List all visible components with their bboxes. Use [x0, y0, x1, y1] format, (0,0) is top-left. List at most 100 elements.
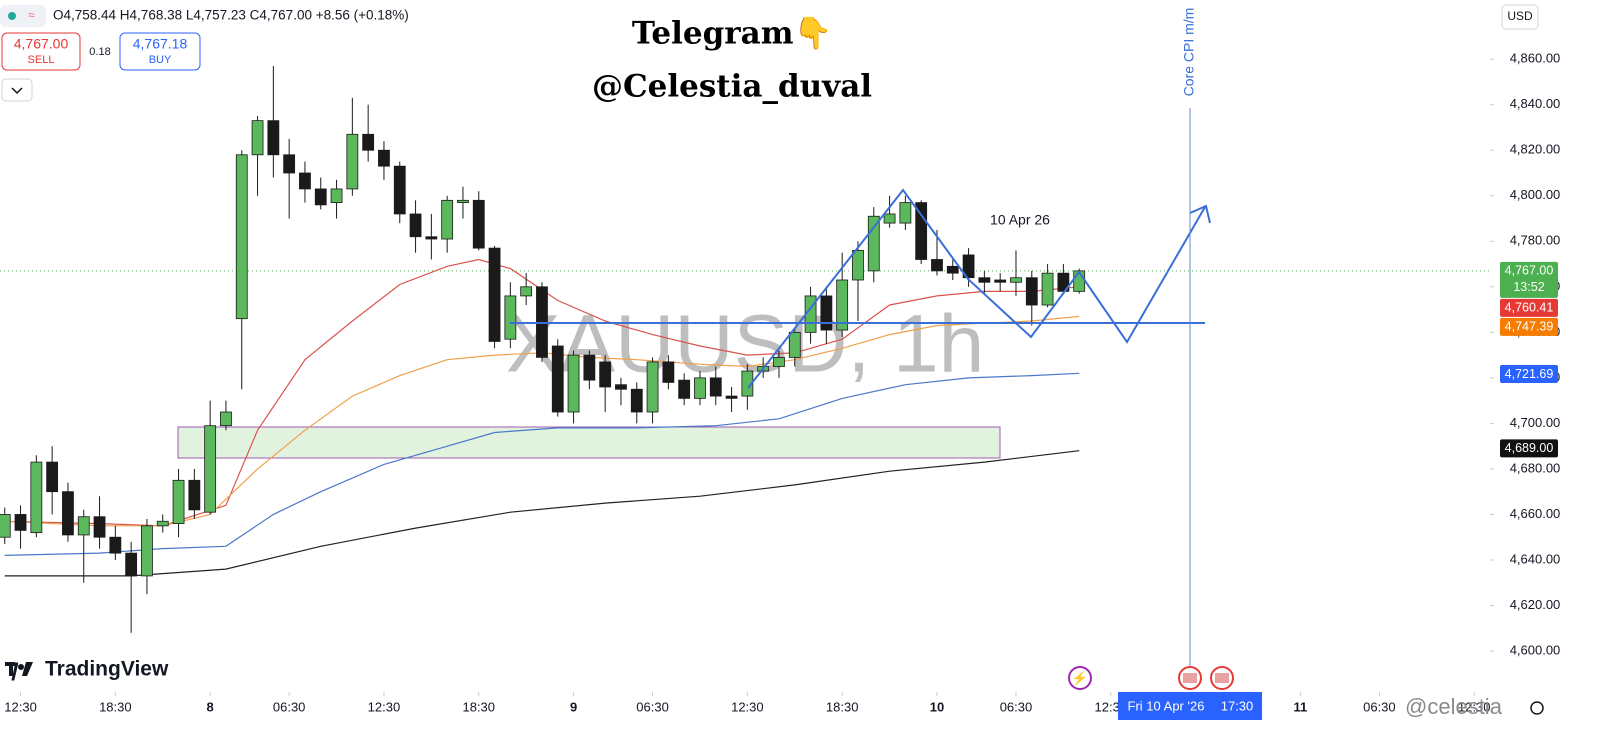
candle-body — [741, 370, 754, 397]
candle-body — [931, 259, 943, 272]
currency-button[interactable] — [1501, 4, 1539, 30]
price-tag-label: 4,721.69 — [1505, 367, 1554, 381]
status-icon: ≈ — [28, 8, 35, 22]
candle-body — [852, 249, 864, 281]
candle-body — [346, 133, 359, 190]
candle-body — [330, 188, 343, 203]
crosshair-badge — [1118, 692, 1262, 720]
moving-average — [4, 372, 1080, 556]
candle-body — [978, 277, 991, 283]
candle-body — [46, 461, 59, 493]
candle-body — [393, 165, 406, 215]
buy-label: BUY — [149, 54, 172, 66]
candle-body — [1025, 277, 1038, 306]
candle-body — [220, 411, 232, 427]
candle-body — [773, 356, 785, 367]
candle-body — [504, 295, 517, 340]
candle-body — [836, 279, 849, 331]
candle-body — [409, 213, 422, 238]
event-icon-glyph: ⚡ — [1072, 670, 1088, 686]
candle-body — [630, 388, 643, 413]
candle-body — [615, 384, 627, 390]
ohlc-header: O4,758.44 H4,768.38 L4,757.23 C4,767.00 … — [53, 8, 409, 23]
candle-body — [283, 154, 296, 174]
candle-body — [599, 361, 612, 388]
price-tag — [1500, 298, 1558, 317]
x-tick-label: 18:30 — [99, 699, 132, 714]
crosshair-date: Fri 10 Apr '26 — [1128, 698, 1205, 713]
x-tick-label: 11 — [1294, 699, 1308, 714]
logo-slash — [22, 662, 33, 676]
candle-body — [883, 213, 896, 224]
sell-label: SELL — [28, 54, 55, 66]
spread: 0.18 — [89, 46, 110, 58]
candle-body — [1057, 272, 1070, 292]
telegram-line: Telegram👇 — [632, 16, 832, 52]
y-tick-label: 4,680.00 — [1510, 460, 1561, 475]
candle-body — [251, 120, 264, 156]
candle-body — [425, 236, 438, 240]
candle-body — [646, 361, 659, 413]
y-tick-label: 4,640.00 — [1510, 551, 1561, 566]
x-tick-label: 12:30 — [368, 699, 401, 714]
x-tick-label: 06:30 — [1363, 699, 1396, 714]
x-tick-label: 06:30 — [1000, 699, 1033, 714]
candle-body — [662, 361, 675, 383]
event-label: Core CPI m/m — [1181, 8, 1197, 97]
candle-body — [583, 354, 596, 381]
sell-price: 4,767.00 — [14, 36, 69, 52]
candle-body — [188, 479, 201, 511]
buy-button[interactable] — [119, 32, 201, 71]
logo-stem — [9, 662, 13, 676]
candle-body — [820, 295, 833, 331]
candle-body — [678, 379, 691, 399]
toolbar: ≈ O4,758.44 H4,768.38 L4,757.23 C4,767.0… — [0, 4, 1539, 102]
candle-body — [77, 516, 90, 536]
y-tick-label: 4,700.00 — [1510, 415, 1561, 430]
price-tag — [1500, 261, 1558, 298]
x-tick-label: 9 — [570, 699, 577, 714]
footer: ⁊ TradingView ⚡ — [5, 653, 1234, 690]
event-icon[interactable] — [1068, 666, 1092, 690]
arrow-head — [1189, 204, 1211, 224]
candle-body — [314, 188, 327, 206]
y-tick-label: 4,660.00 — [1510, 506, 1561, 521]
candle-body — [725, 395, 738, 399]
candle-body — [1010, 277, 1022, 283]
price-tag-label: 4,689.00 — [1505, 441, 1554, 455]
candle-body — [30, 461, 43, 534]
candle-body — [204, 425, 217, 513]
candle-body — [362, 133, 375, 151]
candle-body — [156, 520, 169, 527]
countdown: 13:52 — [1513, 280, 1544, 294]
candle-body — [709, 377, 722, 397]
sell-button[interactable] — [1, 32, 81, 71]
y-tick-label: 4,860.00 — [1510, 51, 1561, 66]
y-tick-label: 4,600.00 — [1510, 642, 1561, 657]
moving-average — [4, 450, 1080, 577]
y-tick-label: 4,840.00 — [1510, 96, 1561, 111]
collapse-button[interactable] — [1, 78, 33, 102]
plot — [0, 66, 1490, 633]
candle-body — [93, 516, 106, 538]
projection-path — [747, 188, 1206, 389]
x-tick-label: 10 — [930, 699, 944, 714]
candle-body — [899, 202, 912, 224]
demand-zone — [177, 426, 1001, 459]
currency: USD — [1507, 9, 1533, 23]
candle-body — [994, 279, 1007, 283]
candle-body — [867, 215, 880, 272]
buy-price: 4,767.18 — [133, 36, 188, 52]
y-tick-label: 4,800.00 — [1510, 187, 1561, 202]
candle-body — [788, 331, 801, 358]
candle-body — [235, 154, 248, 320]
crosshair-time: 17:30 — [1221, 698, 1254, 713]
candle-body — [378, 149, 390, 167]
candle-body — [946, 265, 959, 274]
price-tag — [1500, 439, 1558, 458]
candle-body — [172, 479, 185, 524]
moving-average — [4, 258, 1080, 527]
settings-button[interactable] — [1530, 701, 1544, 715]
